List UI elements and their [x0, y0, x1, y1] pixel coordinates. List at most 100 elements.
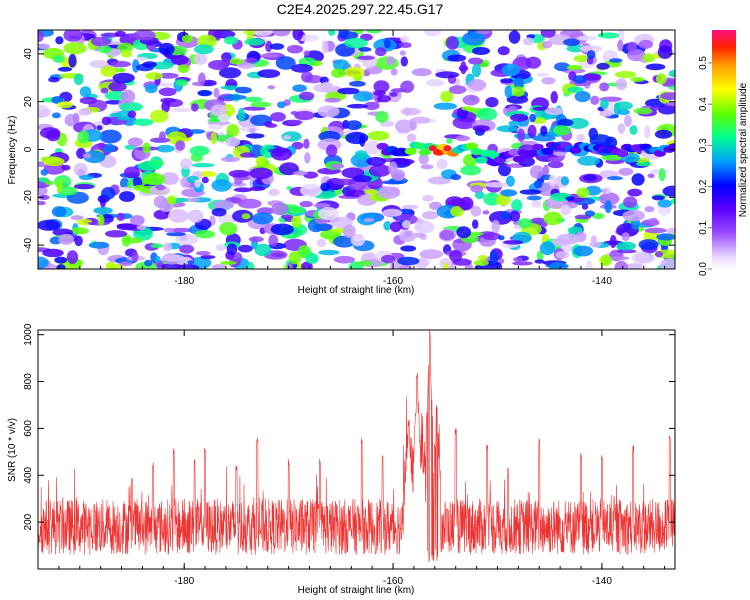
heatmap-noise-blob — [220, 260, 237, 265]
heatmap-noise-blob — [450, 206, 464, 217]
heatmap-noise-blob — [153, 195, 168, 209]
heatmap-noise-blob — [498, 235, 505, 241]
heatmap-noise-blob — [636, 161, 652, 167]
snr-xtick-label: -160 — [383, 576, 403, 587]
heatmap-noise-blob — [292, 84, 307, 92]
heatmap-noise-blob — [650, 105, 661, 111]
heatmap-signal-blob — [376, 142, 389, 150]
heatmap-noise-blob — [471, 63, 482, 78]
heatmap-noise-blob — [496, 125, 519, 133]
heatmap-noise-blob — [63, 42, 87, 55]
heatmap-noise-blob — [133, 118, 154, 127]
heatmap-noise-blob — [215, 244, 227, 251]
heatmap-noise-blob — [175, 233, 199, 245]
heatmap-noise-blob — [287, 262, 294, 269]
heatmap-noise-blob — [349, 80, 366, 87]
heatmap-noise-blob — [631, 173, 645, 186]
heatmap-noise-blob — [220, 156, 240, 163]
heatmap-noise-blob — [196, 251, 211, 256]
heatmap-noise-blob — [566, 64, 583, 71]
heatmap-noise-blob — [439, 230, 455, 241]
heatmap-noise-blob — [648, 217, 659, 226]
heatmap-signal-blob — [508, 148, 521, 156]
heatmap-noise-blob — [99, 129, 122, 144]
heatmap-noise-blob — [191, 163, 215, 168]
heatmap-noise-blob — [304, 152, 311, 164]
heatmap-noise-blob — [346, 103, 368, 109]
heatmap-noise-blob — [617, 30, 625, 42]
heatmap-noise-blob — [217, 114, 230, 123]
heatmap-noise-blob — [418, 153, 429, 165]
heatmap-noise-blob — [383, 38, 391, 49]
heatmap-noise-blob — [288, 206, 305, 214]
heatmap-noise-blob — [104, 230, 128, 238]
heatmap-noise-blob — [328, 30, 336, 36]
heatmap-noise-blob — [150, 109, 169, 123]
heatmap-noise-blob — [353, 91, 373, 102]
heatmap-noise-blob — [101, 187, 116, 200]
heatmap-noise-blob — [135, 56, 148, 61]
heatmap-noise-blob — [666, 227, 675, 234]
heatmap-noise-blob — [617, 109, 630, 116]
heatmap-noise-blob — [127, 179, 134, 189]
heatmap-noise-blob — [536, 72, 549, 77]
colorbar-ticks: 0.0 0.1 0.2 0.3 0.4 0.5 — [698, 56, 712, 276]
heatmap-noise-blob — [162, 242, 172, 252]
spectrogram-ytick-label: 0 — [23, 146, 34, 152]
heatmap-noise-blob — [187, 260, 194, 265]
heatmap-noise-blob — [460, 165, 481, 176]
heatmap-noise-blob — [133, 30, 156, 41]
heatmap-noise-blob — [155, 82, 174, 87]
heatmap-noise-blob — [234, 86, 252, 94]
heatmap-noise-blob — [456, 226, 472, 239]
heatmap-noise-blob — [207, 118, 220, 123]
heatmap-noise-blob — [358, 47, 372, 52]
heatmap-noise-blob — [472, 125, 490, 132]
heatmap-noise-blob — [242, 106, 266, 111]
heatmap-noise-blob — [171, 55, 189, 65]
heatmap-noise-blob — [514, 77, 524, 90]
heatmap-noise-blob — [73, 73, 84, 86]
heatmap-noise-blob — [237, 198, 262, 209]
heatmap-noise-blob — [38, 219, 61, 231]
heatmap-noise-blob — [475, 30, 492, 34]
heatmap-noise-blob — [502, 240, 524, 245]
heatmap-noise-blob — [57, 66, 73, 72]
heatmap-noise-blob — [298, 91, 315, 101]
snr-ytick-label: 200 — [23, 513, 34, 530]
heatmap-noise-blob — [363, 217, 375, 223]
spectrogram-ytick-label: -40 — [23, 237, 34, 252]
heatmap-noise-blob — [301, 71, 313, 83]
heatmap-noise-blob — [332, 178, 356, 186]
heatmap-noise-blob — [333, 59, 350, 71]
heatmap-noise-blob — [150, 243, 164, 248]
heatmap-noise-blob — [79, 174, 94, 181]
heatmap-noise-blob — [317, 105, 340, 118]
heatmap-noise-blob — [222, 94, 247, 101]
heatmap-noise-blob — [519, 140, 538, 145]
heatmap-noise-blob — [534, 259, 545, 264]
heatmap-noise-blob — [38, 104, 48, 110]
heatmap-noise-blob — [331, 68, 345, 78]
heatmap-noise-blob — [288, 251, 302, 265]
heatmap-noise-blob — [286, 44, 304, 54]
heatmap-noise-blob — [461, 31, 486, 46]
spectrogram-xtick-label: -160 — [383, 276, 403, 287]
heatmap-noise-blob — [194, 179, 201, 188]
heatmap-noise-blob — [597, 32, 620, 39]
heatmap-noise-blob — [399, 42, 412, 48]
heatmap-noise-blob — [608, 256, 630, 261]
heatmap-noise-blob — [270, 223, 294, 236]
heatmap-signal-blob — [616, 150, 629, 158]
heatmap-noise-blob — [621, 232, 630, 242]
heatmap-noise-blob — [116, 223, 137, 231]
heatmap-noise-blob — [268, 188, 280, 197]
heatmap-noise-blob — [56, 264, 66, 269]
heatmap-peak — [428, 145, 437, 152]
heatmap-noise-blob — [400, 245, 417, 252]
heatmap-noise-blob — [179, 244, 195, 254]
heatmap-noise-blob — [470, 185, 484, 193]
heatmap-noise-blob — [287, 119, 303, 125]
heatmap-noise-blob — [237, 107, 245, 122]
heatmap-noise-blob — [599, 82, 610, 92]
